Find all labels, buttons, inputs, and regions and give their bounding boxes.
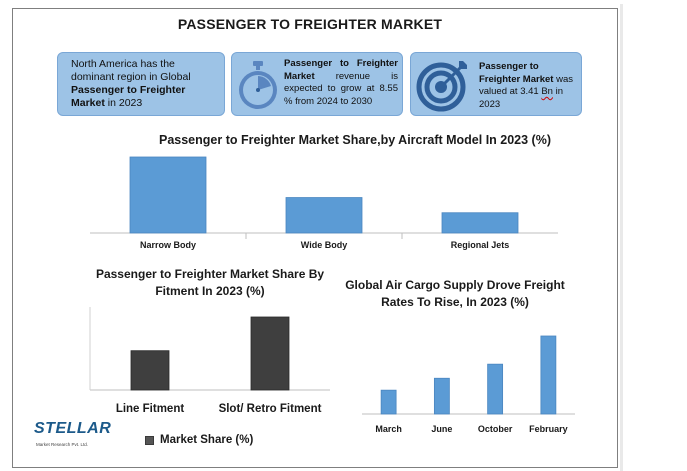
growth-card-text-post: revenue is expected to grow at 8.55 % fr… [284,70,398,107]
valuation-card-text-pre: was valued at 3.41 [479,73,573,98]
fitment-bar-0 [130,350,170,391]
valuation-card-text-post: in 2023 [479,86,563,110]
logo-name: STELLAR [34,420,112,437]
legend-swatch [145,435,154,445]
fitment-bar-1 [250,316,290,391]
fitment-category-label-1: Slot/ Retro Fitment [219,403,322,415]
aircraft-model-chart-title: Passenger to Freighter Market Share,by A… [158,133,552,147]
aircraft-category-label-1: Wide Body [301,240,347,250]
valuation-card: Passenger to Freighter Market was valued… [410,52,582,116]
cargo-supply-chart-title: Global Air Cargo Supply Drove Freight Ra… [345,278,565,309]
region-card-text-post: in 2023 [104,97,143,109]
legend-label: Market Share (%) [160,434,254,446]
scroll-edge [620,4,623,471]
valuation-card-market-name: Passenger to Freighter Market [479,61,554,85]
logo-subtitle: Market Research Pvt. Ltd. [36,442,89,447]
cargo-bar-0 [380,389,397,415]
growth-card-text: Passenger to Freighter Market revenue is… [284,58,398,108]
stopwatch-icon [239,61,277,109]
cargo-bar-2 [487,363,504,415]
aircraft-bar-1 [285,197,363,234]
cargo-category-label-3: February [529,424,568,434]
aircraft-category-label-2: Regional Jets [451,240,510,250]
cargo-category-label-0: March [375,424,402,434]
aircraft-bar-2 [441,212,519,234]
growth-card-market-name: Passenger to Freighter Market [284,58,398,82]
valuation-card-unit: Bn [541,86,553,97]
aircraft-category-label-0: Narrow Body [140,240,196,250]
stellar-logo: STELLAR Market Research Pvt. Ltd. [28,418,112,454]
region-card: North America has the dominant region in… [57,52,225,116]
target-icon [416,61,467,112]
fitment-chart-title: Passenger to Freighter Market Share By F… [95,267,325,298]
fitment-category-label-0: Line Fitment [116,403,185,415]
page-title: PASSENGER TO FREIGHTER MARKET [177,16,443,32]
aircraft-bar-0 [129,156,207,234]
cargo-bar-3 [540,335,557,415]
fitment-legend: Market Share (%) [145,434,253,446]
valuation-card-text: Passenger to Freighter Market was valued… [479,61,579,111]
region-card-text-pre: North America has the dominant region in… [71,58,191,83]
growth-card: Passenger to Freighter Market revenue is… [231,52,403,116]
cargo-category-label-1: June [431,424,452,434]
region-card-market-name: Passenger to Freighter Market [71,84,186,109]
cargo-category-label-2: October [478,424,513,434]
cargo-bar-1 [433,377,450,415]
